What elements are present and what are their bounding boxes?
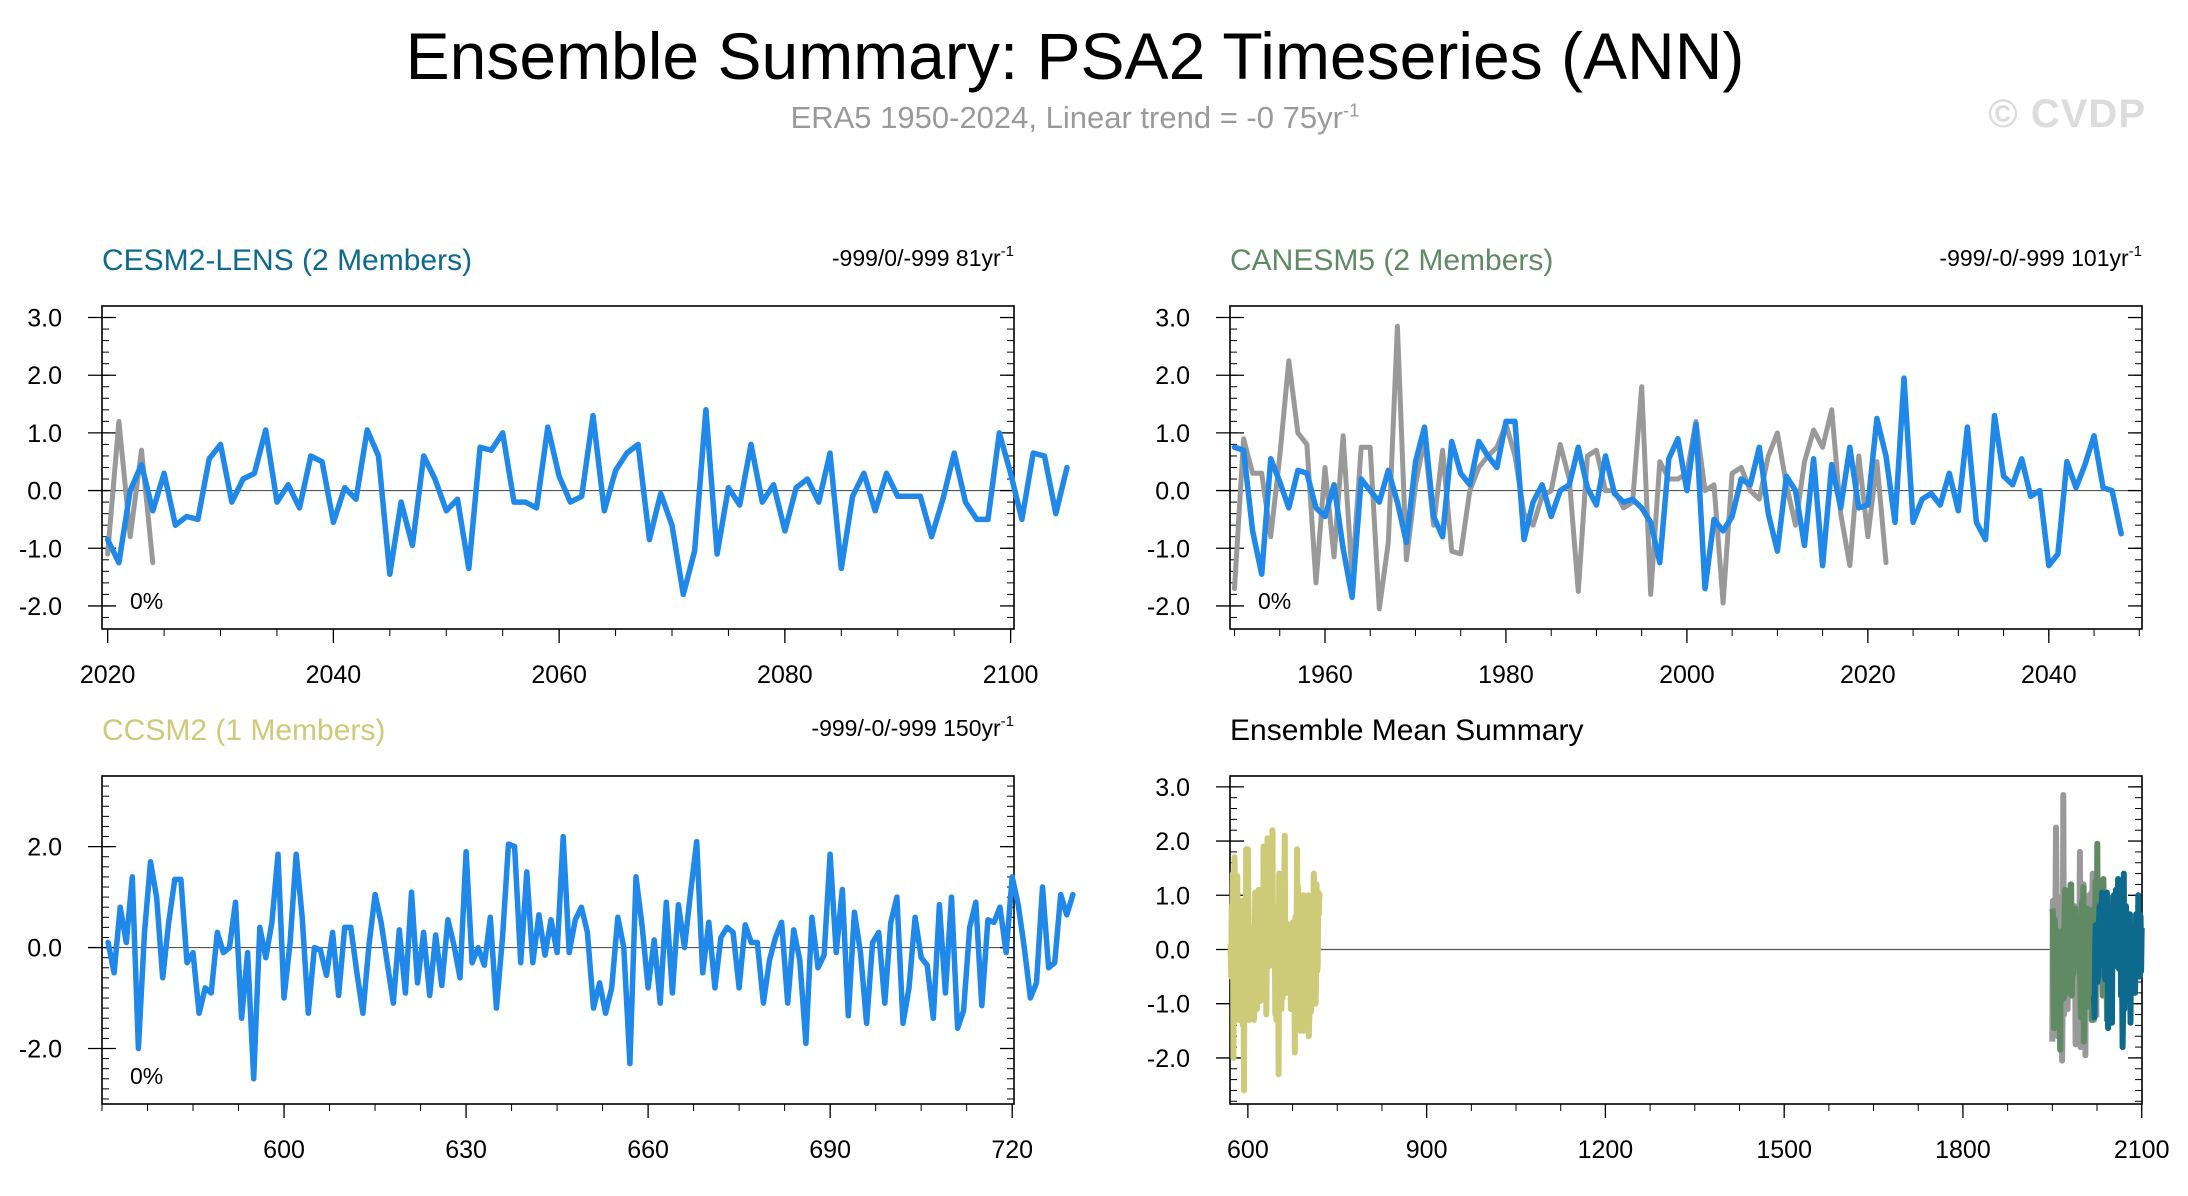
panel-title: CCSM2 (1 Members): [102, 714, 385, 747]
y-tick-label: 1.0: [1155, 882, 1190, 910]
panel-title: Ensemble Mean Summary: [1230, 714, 1583, 747]
x-tick-label: 1980: [1478, 661, 1534, 689]
page-subtitle: ERA5 1950-2024, Linear trend = -0 75yr-1: [790, 99, 1360, 135]
trend-label-sup: -1: [2129, 243, 2142, 260]
panel-canesm: -2.0 -1.0 0.0 1.0 2.0 3.0 1960 1980 2000 2020 2040…: [1147, 243, 2143, 689]
x-tick-label: 2100: [2114, 1136, 2170, 1164]
y-tick-label: 0.0: [1155, 478, 1190, 506]
series-line-member: [1231, 375, 2124, 601]
y-tick-label: -2.0: [1147, 1045, 1190, 1073]
x-tick-label: 1800: [1935, 1136, 1991, 1164]
y-tick-label: -1.0: [1147, 535, 1190, 563]
x-tick-label: 2040: [2021, 661, 2077, 689]
panel-title: CANESM5 (2 Members): [1230, 244, 1553, 277]
panel-cesm: -2.0 -1.0 0.0 1.0 2.0 3.0 2020 2040 2060 2080 2100…: [19, 243, 1070, 689]
trend-label-text: -999/0/-999 81yr: [832, 245, 1001, 271]
percent-label: 0%: [1258, 588, 1291, 614]
y-tick-label: 2.0: [1155, 362, 1190, 390]
x-tick-label: 2020: [1840, 661, 1896, 689]
y-tick-label: 3.0: [1155, 305, 1190, 333]
trend-label: -999/-0/-999 101yr-1: [1939, 243, 2142, 271]
x-tick-label: 2080: [757, 661, 813, 689]
series-line-member: [105, 833, 1076, 1082]
x-tick-label: 600: [263, 1136, 305, 1164]
x-tick-label: 720: [991, 1136, 1033, 1164]
x-tick-label: 1960: [1297, 661, 1353, 689]
y-tick-label: -2.0: [1147, 593, 1190, 621]
y-tick-label: 0.0: [27, 478, 62, 506]
y-tick-label: -2.0: [19, 593, 62, 621]
plot-frame: [101, 775, 1015, 1105]
y-tick-label: 2.0: [1155, 828, 1190, 856]
y-tick-label: -2.0: [19, 1035, 62, 1063]
trend-label-text: -999/-0/-999 101yr: [1939, 245, 2129, 271]
x-tick-label: 2100: [983, 661, 1039, 689]
x-tick-label: 1200: [1578, 1136, 1634, 1164]
y-tick-label: 2.0: [27, 834, 62, 862]
panel-ensemble: -2.0 -1.0 0.0 1.0 2.0 3.0 600 900 1200 1500 1800 21…: [1147, 714, 2170, 1164]
plot-frame: [1229, 775, 2143, 1105]
percent-label: 0%: [130, 1063, 163, 1089]
trend-label-sup: -1: [1001, 713, 1014, 730]
y-tick-label: 3.0: [1155, 774, 1190, 802]
page-title: Ensemble Summary: PSA2 Timeseries (ANN): [405, 19, 1745, 93]
x-tick-label: 2040: [306, 661, 362, 689]
trend-label-sup: -1: [1001, 243, 1014, 260]
y-tick-label: -1.0: [1147, 991, 1190, 1019]
y-tick-label: 0.0: [1155, 936, 1190, 964]
y-tick-label: 2.0: [27, 362, 62, 390]
y-tick-label: 3.0: [27, 305, 62, 333]
ensemble-band-cesm2-lens: [2091, 870, 2145, 1051]
x-tick-label: 900: [1406, 1136, 1448, 1164]
trend-label-text: -999/-0/-999 150yr: [811, 715, 1001, 741]
series-line-member: [104, 407, 1070, 598]
x-tick-label: 2020: [80, 661, 136, 689]
x-tick-label: 2000: [1659, 661, 1715, 689]
panel-ccsm: -2.0 0.0 2.0 600 630 660 690 720 CCSM2 (1 Member…: [19, 713, 1076, 1164]
x-tick-label: 2060: [531, 661, 587, 689]
x-tick-label: 690: [809, 1136, 851, 1164]
ensemble-band-ccsm2: [1227, 827, 1323, 1094]
cvdp-watermark: © CVDP: [1988, 92, 2146, 136]
percent-label: 0%: [130, 588, 163, 614]
y-tick-label: 1.0: [27, 420, 62, 448]
panel-title: CESM2-LENS (2 Members): [102, 244, 472, 277]
y-tick-label: 0.0: [27, 935, 62, 963]
x-tick-label: 1500: [1756, 1136, 1812, 1164]
trend-label: -999/0/-999 81yr-1: [832, 243, 1014, 271]
x-tick-label: 630: [445, 1136, 487, 1164]
series-line-era5: [1232, 323, 1889, 612]
y-tick-label: -1.0: [19, 535, 62, 563]
y-tick-label: 1.0: [1155, 420, 1190, 448]
x-tick-label: 600: [1227, 1136, 1269, 1164]
x-tick-label: 660: [627, 1136, 669, 1164]
trend-label: -999/-0/-999 150yr-1: [811, 713, 1014, 741]
